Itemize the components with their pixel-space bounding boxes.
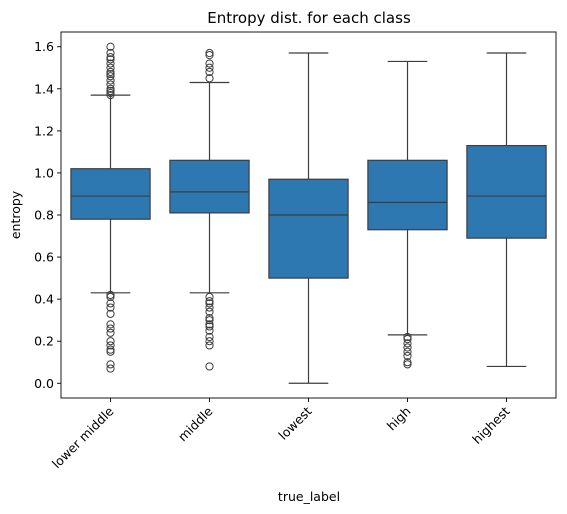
box-group — [367, 60, 448, 369]
x-axis-label: true_label — [278, 489, 340, 504]
plot-area — [70, 42, 547, 384]
outlier-point — [106, 67, 115, 77]
outlier-point — [205, 307, 214, 316]
y-tick-label: 1.2 — [34, 123, 54, 138]
outlier-point — [205, 297, 214, 306]
outlier-point — [106, 88, 115, 98]
x-axis: lower middle middle lowest high highest — [49, 398, 513, 471]
outlier-point — [106, 292, 115, 302]
outlier-point — [106, 84, 115, 93]
y-tick-label: 1.4 — [34, 81, 54, 96]
outlier-point — [403, 335, 412, 344]
outlier-point — [205, 299, 214, 308]
outlier-point — [205, 326, 214, 335]
iqr-box — [367, 159, 448, 231]
outlier-point — [205, 362, 214, 371]
outlier-point — [106, 309, 115, 318]
y-tick-label: 0.0 — [34, 376, 54, 391]
outlier-point — [205, 320, 214, 329]
outlier-point — [205, 322, 214, 331]
y-axis-label: entropy — [8, 190, 23, 239]
outlier-point — [106, 328, 115, 337]
x-tick-label: highest — [469, 403, 512, 446]
y-tick-label: 0.6 — [34, 250, 54, 265]
outlier-point — [403, 358, 412, 367]
x-tick-label: middle — [175, 403, 216, 444]
outlier-point — [106, 320, 115, 329]
outlier-point — [205, 48, 214, 58]
outlier-point — [106, 364, 115, 373]
outlier-point — [205, 67, 214, 77]
box-group — [466, 52, 547, 368]
outlier-point — [205, 59, 214, 68]
outlier-point — [205, 316, 214, 325]
outlier-point — [106, 72, 115, 81]
outlier-point — [106, 80, 115, 89]
outlier-point — [106, 86, 115, 95]
y-tick-label: 0.8 — [34, 208, 54, 223]
outlier-point — [106, 337, 115, 346]
outlier-point — [106, 290, 115, 300]
iqr-box — [169, 159, 250, 214]
box-group — [169, 48, 250, 371]
outlier-point — [205, 313, 214, 323]
outlier-point — [205, 332, 214, 342]
outlier-point — [205, 341, 214, 350]
x-tick-label: lower middle — [49, 403, 117, 471]
iqr-box — [268, 178, 349, 279]
outlier-point — [403, 332, 412, 342]
outlier-point — [106, 345, 115, 354]
outlier-point — [106, 347, 115, 356]
outlier-point — [205, 303, 214, 312]
outlier-point — [106, 324, 115, 333]
outlier-point — [106, 69, 115, 79]
outlier-point — [403, 351, 412, 361]
outlier-point — [106, 63, 115, 72]
y-tick-label: 1.6 — [34, 39, 54, 54]
outlier-point — [106, 341, 115, 350]
outlier-point — [106, 55, 115, 64]
outlier-point — [205, 337, 214, 346]
outlier-point — [403, 360, 412, 369]
outlier-point — [205, 63, 214, 72]
outlier-point — [106, 91, 115, 100]
x-tick-label: high — [384, 404, 414, 434]
outlier-point — [205, 74, 214, 83]
outlier-point — [403, 339, 412, 348]
y-tick-label: 0.4 — [34, 292, 54, 307]
outlier-point — [106, 299, 115, 308]
outlier-point — [205, 292, 214, 302]
y-tick-label: 0.2 — [34, 334, 54, 349]
x-tick-label: lowest — [275, 403, 314, 442]
outlier-point — [106, 76, 115, 85]
outlier-point — [106, 53, 115, 62]
iqr-box — [70, 168, 151, 220]
outlier-point — [106, 48, 115, 58]
outlier-point — [106, 42, 115, 51]
outlier-point — [106, 303, 115, 312]
y-axis: 0.0 0.2 0.4 0.6 0.8 1.0 1.2 1.4 1.6 — [34, 39, 61, 391]
outlier-point — [106, 59, 115, 68]
box-group — [70, 42, 151, 373]
box-group — [268, 52, 349, 384]
chart-title: Entropy dist. for each class — [207, 9, 411, 27]
outlier-point — [205, 51, 214, 60]
outlier-point — [403, 343, 412, 352]
outlier-point — [106, 360, 115, 369]
outlier-point — [403, 347, 412, 356]
iqr-box — [466, 144, 547, 239]
y-tick-label: 1.0 — [34, 165, 54, 180]
